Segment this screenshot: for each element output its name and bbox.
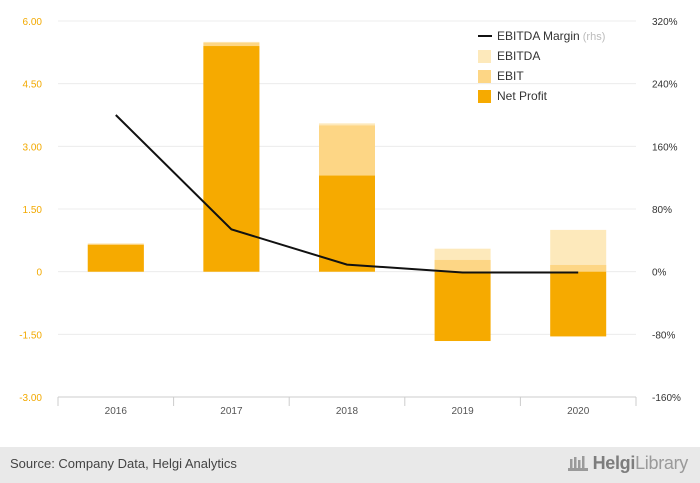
legend-swatch-ebit xyxy=(478,70,491,83)
brand-name: HelgiLibrary xyxy=(592,453,689,474)
brand-name-part1: Helgi xyxy=(592,453,636,473)
x-tick-label: 2020 xyxy=(567,406,590,417)
y-tick-right: 80% xyxy=(652,205,672,216)
legend: EBITDA Margin (rhs) EBITDA EBIT Net Profit xyxy=(478,29,605,103)
footer: Source: Company Data, Helgi Analytics He… xyxy=(0,447,700,483)
brand-name-part2: Library xyxy=(635,453,688,473)
y-tick-left: 6.00 xyxy=(23,17,43,28)
bars xyxy=(87,41,607,342)
margin-line xyxy=(115,114,579,274)
legend-note: (rhs) xyxy=(580,31,606,43)
x-axis: 2016 2017 2018 2019 2020 xyxy=(57,396,637,417)
y-tick-right: 160% xyxy=(652,142,678,153)
y-tick-right: -160% xyxy=(652,393,681,404)
y-tick-right: 0% xyxy=(652,268,667,279)
bar-net-profit xyxy=(87,244,144,272)
x-tick-label: 2018 xyxy=(336,406,359,417)
bar-net-profit xyxy=(550,271,607,337)
y-tick-right: -80% xyxy=(652,330,675,341)
bar-ebitda xyxy=(550,229,607,272)
y-tick-left: 1.50 xyxy=(23,205,43,216)
legend-label-net-profit: Net Profit xyxy=(497,89,548,103)
library-icon xyxy=(567,455,588,471)
legend-swatch-ebitda xyxy=(478,50,491,63)
source-text: Source: Company Data, Helgi Analytics xyxy=(10,456,237,471)
y-tick-left: 0 xyxy=(36,268,42,279)
legend-label-ebitda-margin: EBITDA Margin (rhs) xyxy=(497,29,605,43)
x-tick-label: 2016 xyxy=(105,406,128,417)
bar-net-profit xyxy=(203,46,260,272)
line-ebitda-margin xyxy=(115,114,579,274)
legend-label-ebit: EBIT xyxy=(497,69,524,83)
y-tick-left: 4.50 xyxy=(23,80,43,91)
left-axis: 6.00 4.50 3.00 1.50 0 -1.50 -3.00 xyxy=(19,17,42,404)
bar-net-profit xyxy=(434,271,491,342)
y-tick-left: -3.00 xyxy=(19,393,42,404)
y-tick-left: 3.00 xyxy=(23,142,43,153)
legend-swatch-net-profit xyxy=(478,90,491,103)
y-tick-right: 320% xyxy=(652,17,678,28)
bar-ebit xyxy=(550,264,607,272)
legend-label-ebitda: EBITDA xyxy=(497,49,540,63)
brand-logo[interactable]: HelgiLibrary xyxy=(567,453,688,474)
y-tick-left: -1.50 xyxy=(19,330,42,341)
chart: 6.00 4.50 3.00 1.50 0 -1.50 -3.00 320% 240% 160%… xyxy=(19,17,681,417)
bar-ebit xyxy=(434,259,491,272)
right-axis: 320% 240% 160% 80% 0% -80% -160% xyxy=(652,17,681,404)
x-tick-label: 2017 xyxy=(220,406,243,417)
x-tick-label: 2019 xyxy=(451,406,474,417)
bar-net-profit xyxy=(319,175,375,272)
y-tick-right: 240% xyxy=(652,80,678,91)
